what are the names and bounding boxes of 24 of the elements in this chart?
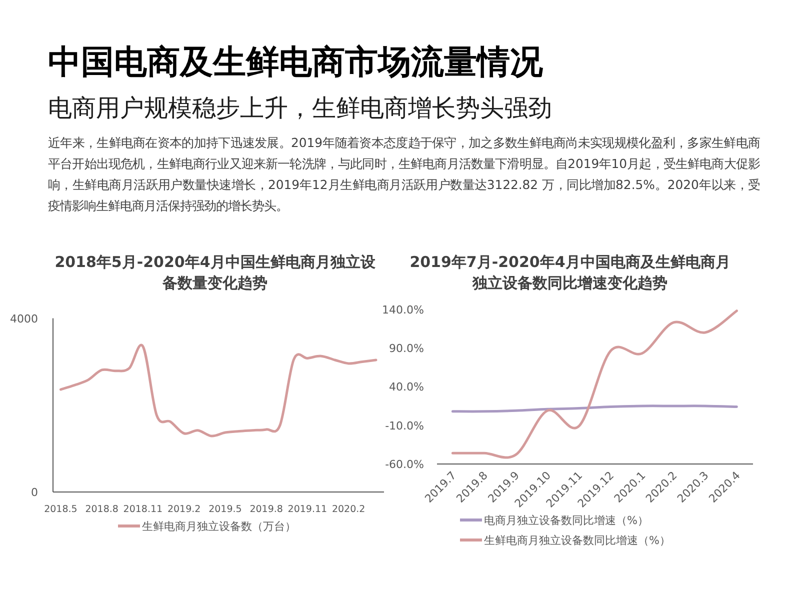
legend-label: 电商月独立设备数同比增速（%） (484, 514, 648, 527)
chart-title: 2019年7月-2020年4月中国电商及生鲜电商月独立设备数同比增速变化趋势 (408, 252, 732, 294)
y-tick-label: -60.0% (385, 458, 424, 471)
x-tick-label: 2019.11 (288, 504, 328, 515)
y-tick-label: 40.0% (389, 380, 424, 394)
legend-label: 生鲜电商月独立设备数同比增速（%） (484, 534, 670, 547)
x-tick-label: 2019.8 (250, 504, 283, 515)
y-tick-label: 90.0% (389, 342, 424, 355)
y-tick-label: 140.0% (382, 303, 424, 316)
line-series (59, 345, 378, 438)
x-tick-label: 2019.2 (167, 504, 201, 515)
x-tick-label: 2019.5 (208, 504, 242, 515)
x-tick-label: 2018.11 (123, 504, 163, 515)
chart-title: 2018年5月-2020年4月中国生鲜电商月独立设备数量变化趋势 (54, 252, 376, 294)
y-tick-label: 0 (31, 486, 38, 499)
x-tick-label: 2018.8 (85, 504, 118, 515)
legend-label: 生鲜电商月独立设备数（万台） (142, 520, 296, 533)
text: 近年来，生鲜电商在资本的加持下迅速发展。2019年随着资本态度趋于保守，加之多数生鲜电商尚未实现规模化盈利，多家生鲜电商平台开始出现危机，生鲜电商行业又迎来新一轮洗牌，与此同时，生鲜电商月活数量下滑明显。自2019年10月起，受生鲜电商大促影响，生鲜电商月活跃用户数量快速增长，2019年12月生鲜电商月活跃用户数量达3122.82 万，同比增加82.5%。2020年以来，受疫情影响生鲜电商月活保持强劲的增长势头。 (48, 134, 760, 215)
text: 中国电商及生鲜电商市场流量情况 (48, 41, 543, 83)
y-tick-label: 4000 (10, 312, 38, 326)
x-tick-label: 2018.5 (44, 504, 78, 515)
text: 电商用户规模稳步上升，生鲜电商增长势头强劲 (48, 93, 552, 124)
x-tick-label: 2020.2 (332, 504, 366, 515)
y-tick-label: -10.0% (385, 419, 424, 432)
